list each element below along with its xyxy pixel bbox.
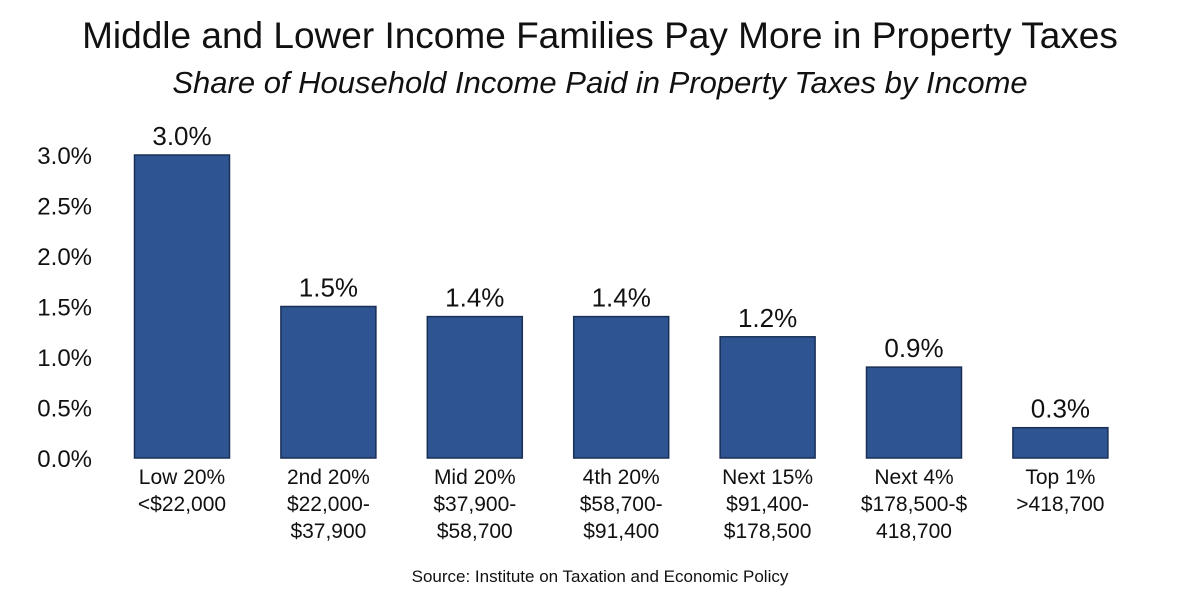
x-tick-label: 4th 20% (583, 466, 660, 489)
bar (426, 315, 524, 459)
y-tick-label: 2.5% (37, 194, 92, 221)
x-tick-label: Top 1% (1025, 466, 1095, 489)
y-tick-label: 2.0% (37, 244, 92, 271)
x-tick-label: $178,500 (724, 520, 812, 543)
bar (572, 315, 670, 459)
y-tick-label: 1.0% (37, 345, 92, 372)
x-tick-label: $58,700 (437, 520, 513, 543)
chart-title: Middle and Lower Income Families Pay Mor… (82, 15, 1118, 56)
chart-source: Source: Institute on Taxation and Econom… (411, 567, 789, 586)
x-tick-label: $178,500-$ (861, 493, 968, 516)
x-tick-label: <$22,000 (138, 493, 226, 516)
data-label: 1.4% (592, 283, 651, 313)
x-tick-label: >418,700 (1016, 493, 1104, 516)
x-tick-label: $91,400 (583, 520, 659, 543)
x-tick-label: Next 15% (722, 466, 813, 489)
bar (280, 305, 377, 459)
data-label: 3.0% (152, 121, 211, 151)
x-tick-label: Low 20% (139, 466, 225, 489)
y-tick-label: 0.5% (37, 396, 92, 423)
bar (719, 336, 816, 459)
x-tick-label: Mid 20% (434, 466, 516, 489)
y-tick-label: 1.5% (37, 295, 92, 322)
data-label: 1.5% (299, 273, 358, 303)
x-tick-label: $37,900- (433, 493, 516, 516)
x-tick-label: $37,900 (290, 520, 366, 543)
y-tick-label: 0.0% (37, 446, 92, 473)
x-tick-label: $58,700- (580, 493, 663, 516)
bar (865, 366, 963, 459)
data-label: 0.9% (884, 333, 943, 363)
x-tick-label: $22,000- (287, 493, 370, 516)
x-tick-label: 418,700 (876, 520, 952, 543)
x-tick-label: $91,400- (726, 493, 809, 516)
bar (133, 154, 231, 459)
data-label: 1.2% (738, 303, 797, 333)
bar (1012, 426, 1109, 459)
y-tick-label: 3.0% (37, 143, 92, 170)
data-label: 1.4% (445, 283, 504, 313)
x-tick-label: Next 4% (874, 466, 953, 489)
data-label: 0.3% (1031, 394, 1090, 424)
x-tick-label: 2nd 20% (287, 466, 370, 489)
chart-subtitle: Share of Household Income Paid in Proper… (172, 65, 1028, 100)
